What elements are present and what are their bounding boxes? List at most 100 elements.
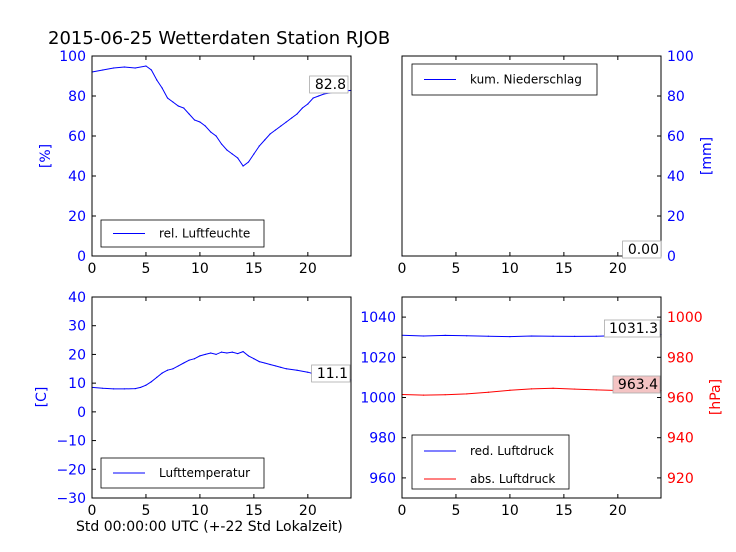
- last-value-label: 82.8: [315, 77, 346, 93]
- data-point: [274, 129, 277, 131]
- legend-box: [411, 434, 570, 490]
- data-point: [177, 105, 179, 107]
- x-tick-label: 0: [398, 261, 407, 277]
- data-point: [487, 335, 489, 337]
- data-point: [264, 362, 266, 364]
- plot-frame: [91, 55, 352, 257]
- x-tick-label: 15: [245, 503, 263, 519]
- data-point: [552, 387, 554, 389]
- y-tick-label: 960: [667, 391, 694, 407]
- data-point: [422, 335, 425, 337]
- data-point: [199, 355, 201, 357]
- data-point: [193, 358, 196, 360]
- y-tick-label: 0: [77, 405, 86, 421]
- legend-label: abs. Luftdruck: [470, 472, 555, 486]
- y-tick-label: 60: [68, 129, 86, 145]
- legend-label: kum. Niederschlag: [470, 73, 582, 87]
- x-tick-label: 0: [88, 261, 97, 277]
- y-tick-label: 40: [68, 169, 86, 185]
- data-point: [595, 335, 597, 337]
- x-tick-label: 10: [501, 503, 519, 519]
- data-point: [204, 353, 206, 356]
- temperature-panel: 0 5 10 15 20 −30 −20 −10 0 10 20 30 40 [C] Lufttempera…: [34, 290, 352, 519]
- data-point: [258, 361, 260, 363]
- y-tick-label: 960: [369, 471, 396, 487]
- data-point: [530, 388, 533, 390]
- legend-label: Lufttemperatur: [159, 466, 250, 480]
- x-tick-label: 5: [451, 261, 460, 277]
- data-point: [188, 359, 190, 361]
- y-tick-label: −20: [56, 462, 86, 478]
- y-tick-label: 80: [667, 89, 685, 105]
- data-point: [595, 389, 597, 391]
- data-point: [247, 161, 250, 163]
- data-point: [215, 135, 217, 137]
- data-point: [312, 97, 314, 99]
- data-point: [247, 355, 250, 357]
- data-point: [226, 149, 228, 151]
- data-point: [161, 87, 163, 89]
- x-tick-label: 10: [501, 261, 519, 277]
- data-point: [145, 65, 147, 67]
- pressure-panel: 0 5 10 15 20 960 980 1000 1020 1040 920 940 960 980 10…: [360, 296, 724, 519]
- data-point: [166, 369, 169, 371]
- data-point: [274, 365, 277, 367]
- humidity-panel: 0 5 10 15 20 0 20 40 60 80 100 [%] rel. Luftfeuchte 8…: [38, 49, 352, 277]
- data-point: [253, 358, 255, 360]
- y-tick-label: 0: [667, 249, 676, 265]
- y-axis-label: [mm]: [699, 137, 715, 175]
- data-point: [444, 394, 446, 396]
- last-value-label-red-box: [604, 319, 661, 338]
- data-point: [422, 394, 425, 396]
- data-point: [220, 351, 223, 353]
- data-point: [210, 131, 212, 133]
- x-tick-label: 5: [141, 503, 150, 519]
- data-point: [231, 351, 233, 353]
- data-point: [291, 117, 293, 119]
- data-point: [172, 368, 174, 370]
- data-point: [199, 121, 201, 123]
- y-tick-label: 80: [68, 89, 86, 105]
- x-tick-label: 20: [609, 261, 627, 277]
- y-tick-label: 100: [667, 49, 694, 65]
- legend-label: rel. Luftfeuchte: [159, 227, 250, 241]
- data-point: [156, 79, 158, 81]
- x-tick-label: 20: [299, 503, 317, 519]
- data-point: [318, 95, 320, 97]
- y-axis-label: [%]: [38, 144, 54, 168]
- data-point: [487, 391, 489, 393]
- y-tick-label: 100: [59, 49, 86, 65]
- data-point: [150, 69, 152, 71]
- data-point: [307, 371, 309, 373]
- y-tick-label: 20: [68, 209, 86, 225]
- data-point: [123, 66, 125, 68]
- data-point: [296, 369, 298, 371]
- x-tick-label: 20: [299, 261, 317, 277]
- data-point: [134, 67, 136, 69]
- data-point: [237, 352, 239, 355]
- y-tick-label: 10: [68, 376, 86, 392]
- precipitation-panel: 0 5 10 15 20 0 20 40 60 80 100 [mm] kum. Niederschla…: [398, 49, 715, 277]
- data-point: [574, 335, 576, 337]
- x-tick-label: 10: [191, 261, 209, 277]
- data-point: [530, 335, 533, 337]
- data-point: [444, 334, 446, 336]
- data-point: [285, 368, 287, 370]
- data-point: [269, 133, 271, 135]
- last-value-label-box: [622, 240, 662, 259]
- data-point: [307, 103, 309, 105]
- x-tick-label: 0: [88, 503, 97, 519]
- y-tick-label: 1020: [360, 350, 396, 366]
- data-point: [264, 139, 266, 141]
- data-point: [139, 386, 142, 389]
- x-tick-label: 5: [141, 261, 150, 277]
- data-point: [509, 389, 511, 391]
- plot-frame: [91, 296, 352, 499]
- last-value-label-abs-box: [612, 375, 661, 394]
- legend-label: red. Luftdruck: [470, 444, 554, 458]
- x-tick-label: 0: [398, 503, 407, 519]
- x-tick-label: 15: [555, 261, 573, 277]
- data-point: [242, 165, 244, 167]
- data-point: [280, 366, 282, 368]
